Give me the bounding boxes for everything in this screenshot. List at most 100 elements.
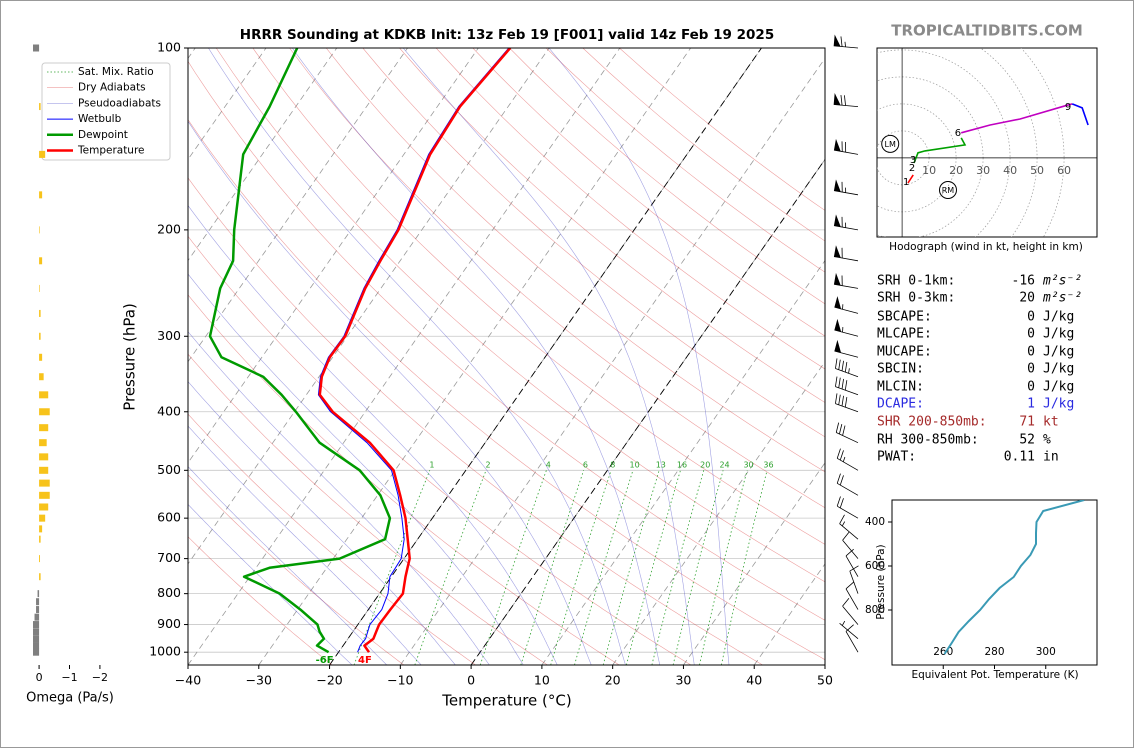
omega-bar xyxy=(39,332,41,340)
mixing-ratio-line xyxy=(721,470,768,665)
height-label: 3 xyxy=(910,155,916,166)
mixing-ratio-line xyxy=(479,470,547,665)
stat-value: 0 xyxy=(1027,380,1035,395)
wind-barb xyxy=(835,422,859,444)
thetae-x-tick-label: 300 xyxy=(1036,646,1056,658)
profile-line xyxy=(318,48,512,653)
mixing-ratio-label: 8 xyxy=(610,461,615,470)
mixing-ratio-label: 16 xyxy=(677,461,687,470)
wind-barb xyxy=(845,581,859,610)
stat-unit: % xyxy=(1043,433,1051,448)
y-tick-label: 200 xyxy=(157,221,181,236)
omega-bar xyxy=(33,621,40,629)
hodograph-plot: 10 20 30 40 50 60 123 6 9 LM RM xyxy=(877,48,1097,237)
dry-adiabat xyxy=(472,48,825,337)
stat-label: PWAT: xyxy=(877,450,916,465)
wind-barb xyxy=(842,597,859,625)
legend-label: Temperature xyxy=(77,145,145,157)
mixing-ratio-line xyxy=(520,470,585,665)
mixing-ratio-line xyxy=(651,470,705,665)
ring-label: 10 xyxy=(922,164,936,177)
hodograph-frame xyxy=(876,47,1098,238)
stat-value: 20 xyxy=(1019,291,1035,306)
wind-barb xyxy=(842,532,859,559)
stat-value: 52 xyxy=(1019,433,1035,448)
dry-adiabat xyxy=(252,48,825,545)
y-tick-label: 400 xyxy=(157,403,181,418)
x-tick-label: 0 xyxy=(467,673,475,688)
stat-label: SRH 0-3km: xyxy=(877,291,955,306)
stat-label: SHR 200-850mb: xyxy=(877,415,987,430)
stat-value: 0 xyxy=(1027,310,1035,325)
hodograph-segment xyxy=(960,103,1073,134)
mixing-ratio-label: 6 xyxy=(583,461,588,470)
hodograph-segment xyxy=(1071,103,1089,126)
wind-barb xyxy=(834,339,859,358)
stat-label: RH 300-850mb: xyxy=(877,433,979,448)
omega-bar xyxy=(39,284,40,292)
stat-unit: in xyxy=(1043,450,1059,465)
isotherm xyxy=(188,48,621,665)
omega-bar xyxy=(39,191,43,199)
omega-bar xyxy=(39,309,41,317)
isotherm xyxy=(188,48,550,565)
mixing-ratio-label: 2 xyxy=(485,461,490,470)
omega-bar xyxy=(33,628,40,636)
stat-unit: J/kg xyxy=(1043,397,1074,412)
omega-bar xyxy=(39,503,49,511)
ring-label: 20 xyxy=(949,164,963,177)
watermark: TROPICALTIDBITS.COM xyxy=(891,22,1083,40)
mixing-ratio-label: 24 xyxy=(719,461,729,470)
y-tick-label: 100 xyxy=(157,40,181,55)
wind-barb xyxy=(845,624,859,653)
pseudoadiabat xyxy=(548,48,730,665)
pseudoadiabat xyxy=(188,204,558,665)
profile-line xyxy=(317,48,510,653)
dry-adiabat xyxy=(188,60,825,621)
hodograph-segment xyxy=(913,137,967,164)
stat-unit: kt xyxy=(1043,415,1059,430)
dry-adiabat xyxy=(188,119,825,661)
plot-frame xyxy=(187,47,826,666)
omega-bar xyxy=(39,373,44,381)
omega-tick-label: −1 xyxy=(61,671,77,684)
surface-label: -6F xyxy=(316,655,334,666)
omega-bar xyxy=(39,257,43,265)
stat-unit: J/kg xyxy=(1043,310,1074,325)
omega-bar xyxy=(39,424,49,432)
storm-motion xyxy=(881,134,900,153)
thetae-x-tick-label: 280 xyxy=(984,646,1004,658)
x-tick-label: 30 xyxy=(675,673,691,688)
dry-adiabat xyxy=(188,235,692,665)
stat-unit: J/kg xyxy=(1043,362,1074,377)
pseudoadiabat xyxy=(188,273,524,665)
mixing-ratio-line xyxy=(672,470,724,665)
dry-adiabat xyxy=(188,536,333,665)
dry-adiabat xyxy=(509,48,825,305)
dry-adiabat xyxy=(188,177,763,665)
ring-label: 60 xyxy=(1057,164,1071,177)
thetae-line xyxy=(943,500,1085,655)
x-tick-label: −20 xyxy=(316,673,342,688)
hodograph-segment xyxy=(907,174,914,184)
stat-unit: J/kg xyxy=(1043,327,1074,342)
isotherm xyxy=(258,48,692,665)
dry-adiabat xyxy=(188,474,405,665)
wind-barb xyxy=(835,376,859,396)
omega-bar xyxy=(39,391,49,399)
mixing-ratio-label: 10 xyxy=(630,461,640,470)
pseudoadiabat xyxy=(208,48,626,665)
omega-bar xyxy=(34,613,40,621)
x-tick-label: 50 xyxy=(817,673,833,688)
omega-bar xyxy=(39,150,46,158)
wind-barb xyxy=(833,245,859,262)
hodograph-caption: Hodograph (wind in kt, height in km) xyxy=(889,241,1083,253)
stat-label: SBCIN: xyxy=(877,362,924,377)
stat-label: MLCAPE: xyxy=(877,327,932,342)
thetae-x-label: Equivalent Pot. Temperature (K) xyxy=(911,669,1078,681)
highlighted-isotherm xyxy=(470,158,825,665)
wind-barb xyxy=(836,496,859,519)
omega-tick-label: −2 xyxy=(92,671,108,684)
